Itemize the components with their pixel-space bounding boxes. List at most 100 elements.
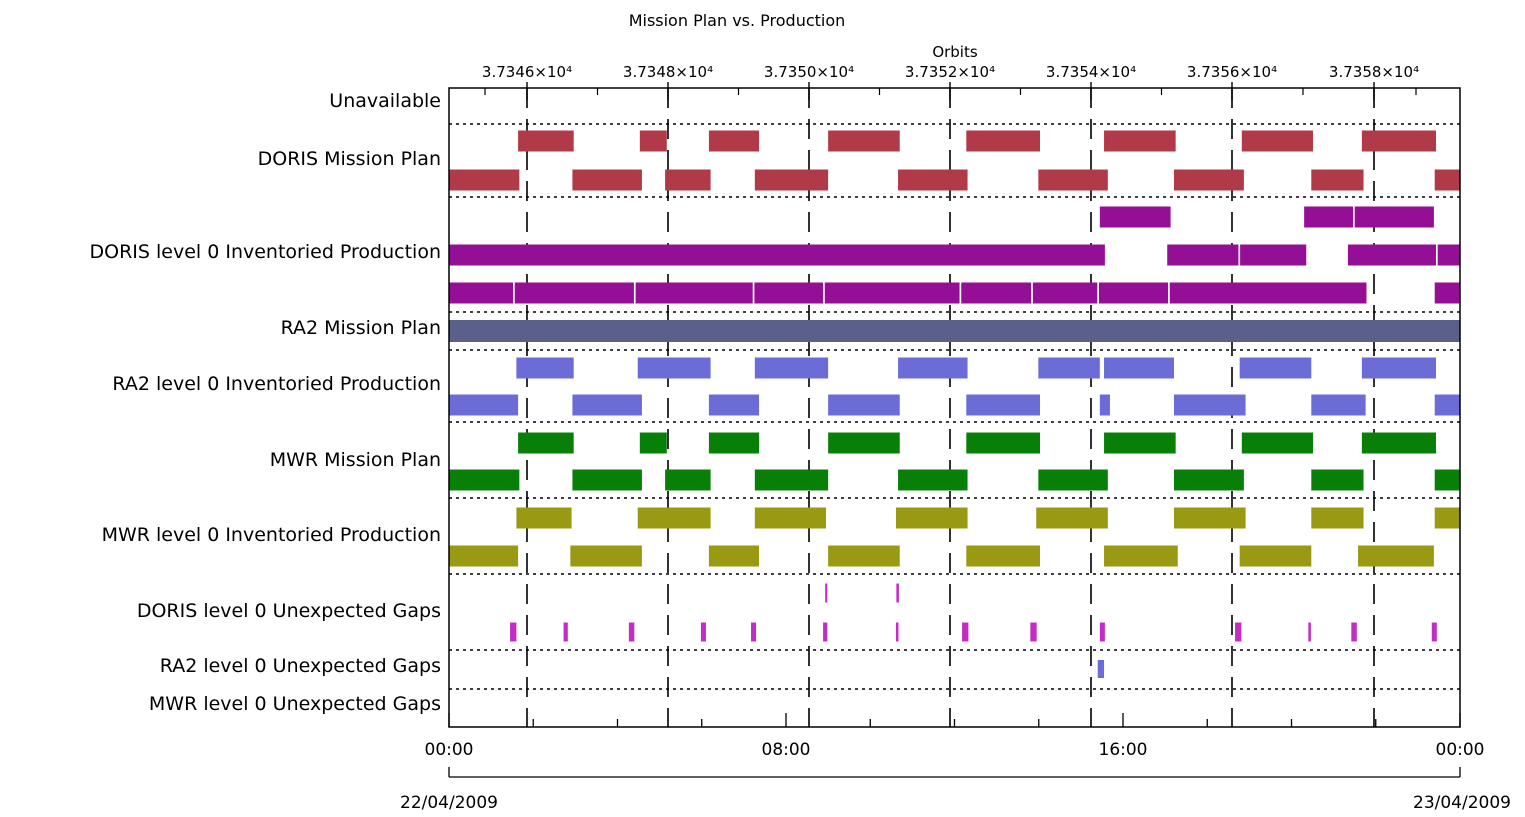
- bar-s4-l1-7: [1311, 469, 1364, 491]
- orbit-tick-label-0: 3.7346×10⁴: [482, 63, 572, 81]
- bar-s5-l0-0: [516, 507, 572, 529]
- orbit-tick-label-1: 3.7348×10⁴: [623, 63, 713, 81]
- time-tick-label-1: 08:00: [762, 740, 811, 760]
- bar-s1-l2-8: [1169, 282, 1367, 304]
- bar-s3-l1-6: [1173, 394, 1246, 416]
- bar-s7-l0-0: [1097, 660, 1105, 678]
- bar-s0-l1-1: [572, 169, 642, 191]
- row-label-9: MWR level 0 Unexpected Gaps: [149, 693, 441, 715]
- bar-s6-l1-0: [510, 622, 517, 642]
- bar-s3-l0-5: [1104, 357, 1174, 379]
- bar-s6-l1-3: [700, 622, 706, 642]
- bar-s4-l1-3: [754, 469, 829, 491]
- orbit-tick-label-6: 3.7358×10⁴: [1329, 63, 1419, 81]
- bar-s6-l1-7: [962, 622, 969, 642]
- row-label-3: RA2 Mission Plan: [281, 317, 441, 339]
- orbit-axis-label: Orbits: [932, 43, 978, 61]
- bar-s0-l1-6: [1173, 169, 1244, 191]
- bar-s3-l1-4: [966, 394, 1041, 416]
- date-label-end: 23/04/2009: [1413, 793, 1511, 813]
- bar-s1-l2-7: [1098, 282, 1169, 304]
- bar-s6-l1-9: [1099, 622, 1105, 642]
- bar-s6-l1-4: [751, 622, 757, 642]
- bar-s4-l1-0: [449, 469, 520, 491]
- row-labels: Unavailable DORIS Mission Plan DORIS level…: [90, 90, 442, 715]
- bar-s1-l2-1: [514, 282, 634, 304]
- bar-s3-l1-2: [708, 394, 760, 416]
- bar-s3-l0-3: [898, 357, 968, 379]
- bar-s4-l1-8: [1434, 469, 1460, 491]
- bar-s1-l0-0: [1099, 206, 1171, 228]
- row-label-5: MWR Mission Plan: [270, 449, 441, 471]
- bar-s6-l1-1: [563, 622, 568, 642]
- bar-s3-l0-6: [1239, 357, 1312, 379]
- plot-frame: [448, 87, 1461, 728]
- bar-s4-l0-5: [1104, 432, 1176, 454]
- bar-s5-l1-6: [1239, 545, 1312, 567]
- bar-s5-l0-3: [895, 507, 968, 529]
- bar-s1-l2-6: [1032, 282, 1098, 304]
- bar-s4-l1-1: [572, 469, 642, 491]
- bar-s1-l1-0: [449, 244, 1105, 266]
- bar-s1-l1-2: [1240, 244, 1307, 266]
- bar-s0-l0-2: [708, 130, 760, 152]
- row-label-8: RA2 level 0 Unexpected Gaps: [160, 655, 441, 677]
- bar-s4-l0-1: [639, 432, 667, 454]
- orbit-tick-label-4: 3.7354×10⁴: [1046, 63, 1136, 81]
- bar-s5-l0-4: [1036, 507, 1108, 529]
- bar-s1-l2-4: [824, 282, 960, 304]
- time-tick-label-2: 16:00: [1099, 740, 1148, 760]
- bar-s3-l1-0: [449, 394, 519, 416]
- bar-s6-l1-12: [1351, 622, 1357, 642]
- bar-s3-l1-7: [1311, 394, 1366, 416]
- bar-s1-l2-5: [961, 282, 1032, 304]
- bar-s0-l0-3: [828, 130, 900, 152]
- bar-s4-l0-4: [966, 432, 1041, 454]
- bar-s1-l2-9: [1434, 282, 1460, 304]
- bar-s0-l1-2: [665, 169, 711, 191]
- orbit-tick-label-3: 3.7352×10⁴: [905, 63, 995, 81]
- bar-s3-l0-0: [516, 357, 574, 379]
- bar-s6-l1-10: [1235, 622, 1242, 642]
- bar-s1-l0-2: [1354, 206, 1434, 228]
- bar-s0-l1-7: [1311, 169, 1364, 191]
- bar-s0-l0-7: [1361, 130, 1436, 152]
- bar-s5-l0-2: [754, 507, 827, 529]
- bar-s3-l0-2: [754, 357, 829, 379]
- row-label-6: MWR level 0 Inventoried Production: [102, 524, 441, 546]
- bar-s5-l0-7: [1434, 507, 1460, 529]
- chart-bars: [449, 130, 1460, 678]
- bar-s5-l1-1: [570, 545, 642, 567]
- bar-s5-l1-7: [1358, 545, 1434, 567]
- bar-s6-l0-0: [825, 583, 828, 603]
- bar-s4-l0-0: [518, 432, 574, 454]
- bar-s0-l0-0: [518, 130, 574, 152]
- bar-s4-l0-2: [708, 432, 760, 454]
- bar-s4-l1-6: [1173, 469, 1244, 491]
- bar-s0-l1-4: [898, 169, 968, 191]
- row-label-2: DORIS level 0 Inventoried Production: [90, 241, 442, 263]
- bar-s4-l0-7: [1361, 432, 1436, 454]
- row-label-1: DORIS Mission Plan: [258, 148, 441, 170]
- bar-s1-l1-3: [1347, 244, 1436, 266]
- bar-s5-l1-0: [449, 545, 519, 567]
- bar-s0-l0-5: [1104, 130, 1176, 152]
- bar-s4-l1-5: [1038, 469, 1108, 491]
- bar-s1-l2-0: [449, 282, 514, 304]
- bar-s1-l1-4: [1437, 244, 1460, 266]
- bar-s5-l0-6: [1311, 507, 1364, 529]
- bar-s5-l1-2: [708, 545, 760, 567]
- bar-s4-l1-4: [898, 469, 968, 491]
- bar-s2-l0-0: [449, 320, 1460, 342]
- bar-s1-l2-2: [635, 282, 753, 304]
- bar-s3-l0-4: [1038, 357, 1100, 379]
- bar-s5-l0-5: [1173, 507, 1246, 529]
- bar-s3-l0-7: [1361, 357, 1436, 379]
- chart-title: Mission Plan vs. Production: [629, 11, 846, 30]
- bar-s5-l1-4: [966, 545, 1041, 567]
- row-label-7: DORIS level 0 Unexpected Gaps: [137, 600, 441, 622]
- bar-s4-l1-2: [665, 469, 711, 491]
- row-label-4: RA2 level 0 Inventoried Production: [112, 373, 441, 395]
- bar-s4-l0-6: [1241, 432, 1313, 454]
